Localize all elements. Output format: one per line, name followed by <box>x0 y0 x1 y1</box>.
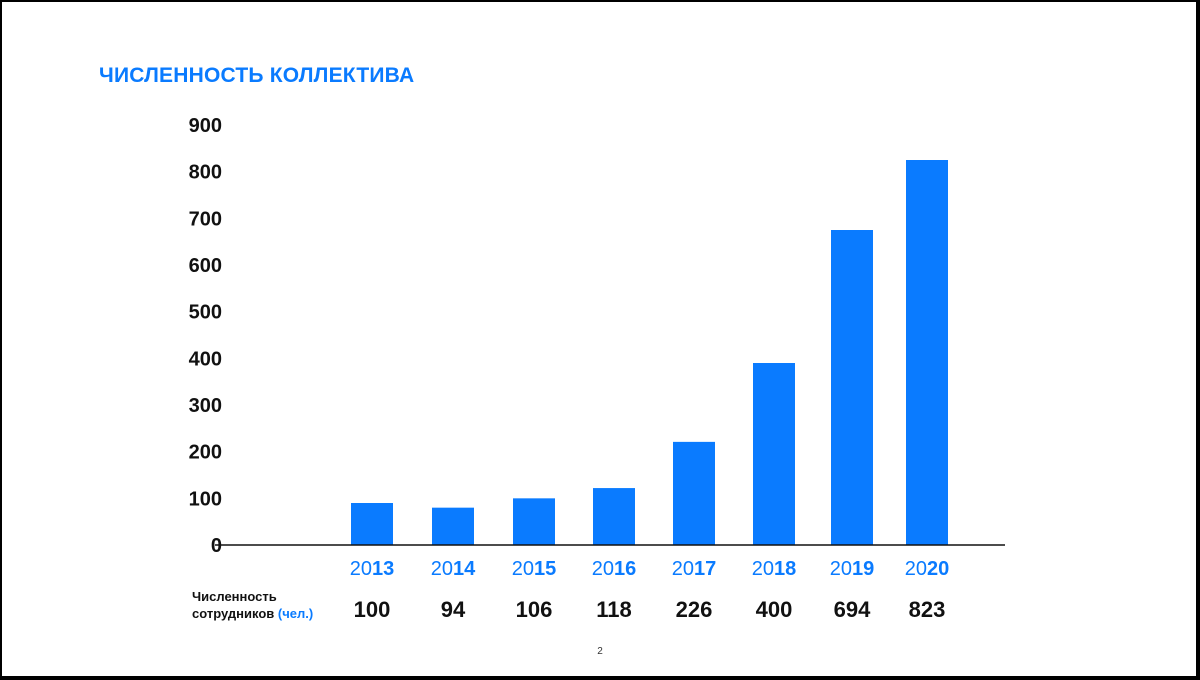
x-tick-label: 2019 <box>830 558 875 580</box>
x-tick-label: 2015 <box>512 558 557 580</box>
bar <box>432 507 474 545</box>
count-label: 226 <box>676 597 713 622</box>
row-label: Численность сотрудников (чел.) <box>192 588 313 622</box>
x-tick-label: 2020 <box>905 558 950 580</box>
y-tick-label: 600 <box>189 255 222 277</box>
x-tick-label: 2018 <box>752 558 797 580</box>
x-tick-label: 2013 <box>350 558 395 580</box>
count-label: 694 <box>834 597 871 622</box>
x-tick-label: 2014 <box>431 558 476 580</box>
row-label-line1: Численность <box>192 589 277 604</box>
y-tick-label: 800 <box>189 162 222 184</box>
bar <box>513 498 555 545</box>
y-tick-label: 0 <box>211 535 222 557</box>
y-tick-label: 500 <box>189 302 222 324</box>
row-label-unit: (чел.) <box>277 606 314 621</box>
page-number: 2 <box>597 646 603 657</box>
bar <box>831 230 873 545</box>
x-tick-label: 2017 <box>672 558 717 580</box>
count-label: 823 <box>909 597 946 622</box>
count-label: 118 <box>596 597 632 622</box>
x-tick-label: 2016 <box>592 558 637 580</box>
y-tick-label: 200 <box>189 442 222 464</box>
count-label: 106 <box>516 597 553 622</box>
y-tick-label: 300 <box>189 395 222 417</box>
count-label: 100 <box>354 597 391 622</box>
y-tick-label: 900 <box>189 115 222 137</box>
bar <box>673 441 715 545</box>
count-label: 400 <box>756 597 793 622</box>
y-tick-label: 100 <box>189 488 222 510</box>
count-label: 94 <box>441 597 466 622</box>
page-title: ЧИСЛЕННОСТЬ КОЛЛЕКТИВА <box>99 64 415 87</box>
bar <box>753 363 795 545</box>
y-tick-label: 700 <box>189 208 222 230</box>
row-label-line2: сотрудников <box>192 606 275 621</box>
y-tick-label: 400 <box>189 348 222 370</box>
bar <box>593 488 635 545</box>
bar <box>906 160 948 545</box>
bar <box>351 503 393 545</box>
